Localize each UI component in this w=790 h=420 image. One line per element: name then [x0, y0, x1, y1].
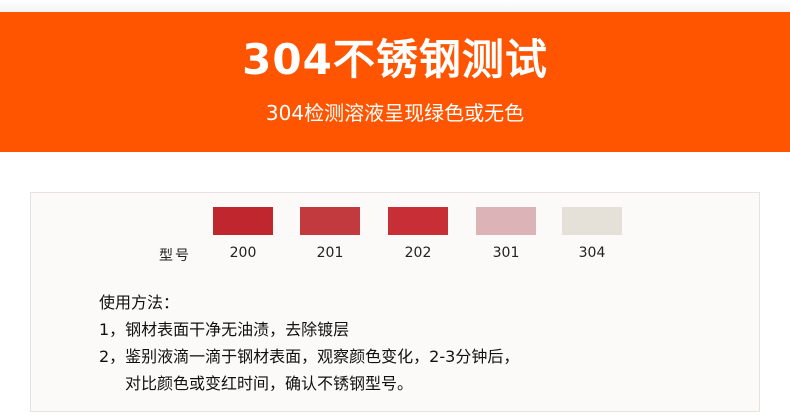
- model-label: 型号: [159, 248, 191, 264]
- swatch-304: [562, 207, 622, 235]
- usage-step-2: 2，鉴别液滴一滴于钢材表面，观察颜色变化，2-3分钟后，: [99, 347, 520, 366]
- top-strip: [0, 0, 790, 12]
- spacer: [0, 152, 790, 192]
- usage-step-2-continued: 对比颜色或变红时间，确认不锈钢型号。: [125, 374, 414, 393]
- color-reference-card: 型号 200 201 202 301 304 使用方法： 1，钢材表面干净无油渍…: [30, 192, 760, 412]
- usage-instructions: 使用方法： 1，钢材表面干净无油渍，去除镀层 2，鉴别液滴一滴于钢材表面，观察颜…: [99, 289, 519, 397]
- swatch-200: [213, 207, 273, 235]
- banner-subtitle: 304检测溶液呈现绿色或无色: [265, 101, 525, 125]
- swatch-301: [476, 207, 536, 235]
- usage-step-1: 1，钢材表面干净无油渍，去除镀层: [99, 320, 350, 339]
- usage-heading: 使用方法：: [99, 293, 180, 312]
- swatch-label-200: 200: [229, 245, 257, 261]
- swatch-202: [388, 207, 448, 235]
- header-banner: 304不锈钢测试 304检测溶液呈现绿色或无色: [0, 12, 790, 152]
- swatch-label-301: 301: [492, 245, 520, 261]
- swatch-label-304: 304: [578, 245, 606, 261]
- swatch-201: [300, 207, 360, 235]
- banner-title: 304不锈钢测试: [242, 35, 548, 84]
- swatch-label-201: 201: [316, 245, 344, 261]
- swatch-label-202: 202: [404, 245, 432, 261]
